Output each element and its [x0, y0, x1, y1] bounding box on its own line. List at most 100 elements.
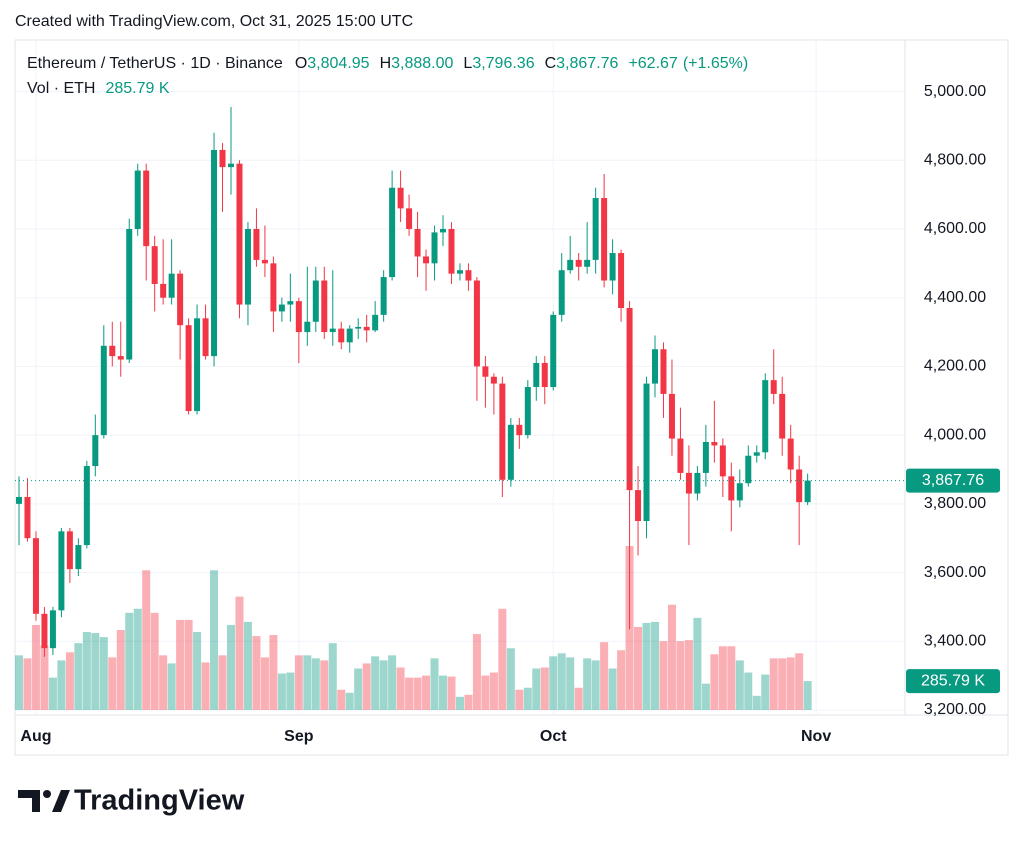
volume-tag-label: 285.79 K [921, 672, 985, 689]
ohlc-value: 3,804.95 [307, 55, 369, 72]
candle-body [244, 228, 251, 305]
ohlc-value: 3,867.76 [556, 55, 618, 72]
volume-bar [65, 652, 74, 710]
volume-value: 285.79 K [105, 80, 169, 97]
candle-body [100, 345, 107, 436]
volume-bar [74, 643, 83, 710]
candle-body [770, 380, 777, 394]
y-tick-label: 3,800.00 [924, 495, 986, 512]
candle-body [618, 253, 625, 308]
volume-bar [31, 624, 40, 710]
volume-bar [574, 687, 583, 710]
volume-bar [150, 612, 159, 710]
volume-bar [566, 657, 575, 710]
last-price-tag [906, 468, 1000, 493]
volume-bar [142, 570, 151, 710]
volume-bar [40, 645, 49, 710]
candle-body [643, 383, 650, 522]
volume-bar [311, 658, 320, 710]
volume-bar [634, 626, 643, 710]
volume-bar [617, 650, 626, 710]
candle-body [787, 438, 794, 470]
volume-bar [405, 677, 414, 710]
chart-frame [14, 39, 1009, 756]
volume-bar [379, 660, 388, 710]
volume-bar [752, 695, 761, 710]
volume-bar [472, 634, 481, 710]
volume-bar [243, 621, 252, 710]
candle-body [16, 496, 22, 504]
candle-body [440, 228, 446, 233]
candle-body [804, 480, 811, 503]
y-tick-label: 3,600.00 [924, 564, 986, 581]
volume-bar [549, 656, 558, 710]
x-tick-label: Aug [20, 728, 51, 745]
candle-body [49, 610, 56, 649]
change: +62.67 [628, 55, 677, 72]
volume-bar [498, 608, 507, 710]
candle-body [592, 198, 599, 260]
volume-bar [116, 630, 125, 710]
volume-bar [557, 653, 566, 710]
candle-body [762, 380, 769, 453]
y-tick-label: 3,400.00 [924, 633, 986, 650]
candle-body [261, 259, 268, 264]
volume-bar [693, 617, 702, 710]
volume-bar [176, 619, 185, 710]
volume-bar [362, 663, 371, 710]
volume-bar [57, 660, 66, 710]
candle-body [796, 469, 803, 503]
candle-body [516, 424, 523, 436]
candle-body [346, 328, 353, 343]
candle-body [194, 318, 201, 412]
x-tick-label: Oct [540, 728, 567, 745]
volume-bar [769, 658, 778, 710]
candle-body [177, 273, 184, 326]
volume-bar [727, 646, 736, 710]
volume-bar [608, 668, 617, 710]
brand-logo: TradingView [18, 785, 245, 817]
candle-body [312, 280, 319, 322]
volume-bar [718, 646, 727, 710]
volume-bar [710, 654, 719, 710]
candle-body [431, 232, 438, 264]
volume-bar [455, 696, 464, 710]
volume-bar [328, 643, 337, 710]
volume-bar [684, 640, 693, 710]
volume-bar [159, 655, 168, 710]
volume-bar [345, 692, 354, 710]
volume-bar [701, 683, 710, 710]
volume-bar [184, 619, 193, 710]
candle-body [41, 613, 48, 649]
volume-bar [108, 657, 117, 710]
candle-body [211, 149, 218, 357]
candle-body [219, 149, 226, 168]
candle-body [575, 259, 582, 267]
candle-body [423, 256, 430, 264]
candle-body [685, 472, 692, 494]
candle-body [745, 455, 752, 484]
candle-body [143, 170, 150, 247]
candle-body [338, 328, 345, 343]
candle-body [719, 445, 726, 477]
candle-body [601, 198, 608, 281]
candle-body [694, 472, 701, 494]
volume-bar [260, 657, 269, 710]
candle-body [652, 349, 658, 384]
candle-body [228, 163, 234, 168]
candle-body [58, 531, 65, 611]
candle-body [541, 362, 548, 388]
volume-bar [286, 672, 295, 710]
caption: Created with TradingView.com, Oct 31, 20… [15, 13, 413, 30]
volume-bar [515, 689, 524, 710]
candle-body [160, 283, 167, 298]
volume-tag [906, 669, 1000, 694]
y-tick-label: 4,600.00 [924, 220, 986, 237]
volume-bar [540, 667, 549, 710]
candle-body [236, 163, 243, 305]
volume-bar [227, 624, 235, 710]
candle-body [134, 170, 141, 229]
volume-bar [252, 636, 261, 710]
candle-body [728, 476, 735, 501]
candle-body [363, 326, 370, 331]
